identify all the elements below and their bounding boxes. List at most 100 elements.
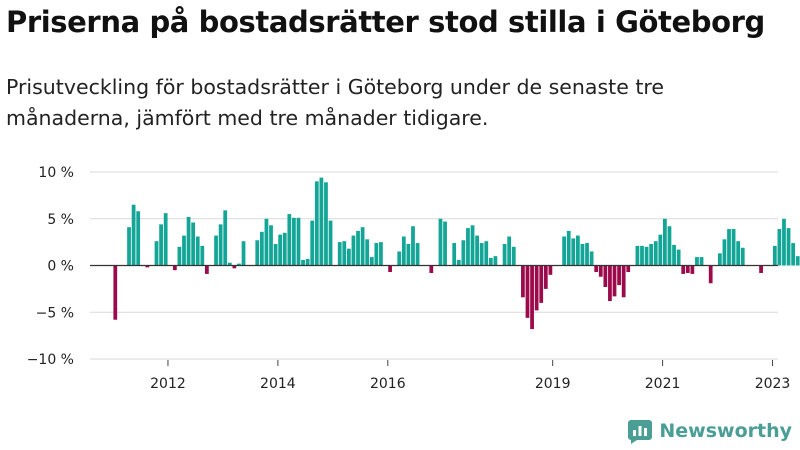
bar: [502, 244, 507, 266]
bar: [305, 258, 310, 266]
bar: [621, 265, 626, 298]
bar: [525, 265, 530, 318]
bar: [507, 236, 512, 266]
bar: [214, 235, 218, 266]
bar: [287, 214, 292, 266]
bar: [653, 241, 658, 266]
bar: [429, 265, 434, 273]
bar: [612, 265, 617, 297]
bar: [278, 234, 283, 266]
bar: [722, 239, 727, 266]
bar: [324, 182, 328, 266]
bar-layer: [113, 177, 800, 330]
bar: [401, 236, 406, 266]
bar: [777, 229, 782, 266]
bar: [342, 241, 347, 266]
chart-subtitle: Prisutveckling för bostadsrätter i Göteb…: [6, 75, 664, 130]
bar: [479, 243, 484, 266]
bar: [681, 265, 686, 274]
bar: [530, 265, 534, 330]
bar: [346, 248, 351, 266]
bar: [241, 241, 246, 266]
bar: [589, 251, 594, 266]
bar: [585, 243, 589, 266]
bar: [658, 234, 663, 266]
y-tick-label: 5 %: [47, 212, 74, 228]
bar: [649, 244, 654, 266]
x-tick-label: 2021: [645, 376, 681, 392]
bar: [461, 240, 466, 266]
bar: [699, 257, 704, 266]
bar: [356, 230, 360, 266]
bar: [186, 216, 191, 266]
bar: [663, 218, 667, 266]
bar: [635, 245, 640, 266]
bar: [360, 227, 365, 266]
bar: [575, 235, 580, 266]
x-tick-label: 2019: [535, 376, 571, 392]
bar: [328, 220, 333, 266]
bar: [259, 231, 264, 266]
bar: [452, 243, 457, 266]
y-tick-label: 0 %: [47, 259, 74, 275]
bar: [131, 204, 136, 266]
bar: [795, 256, 800, 266]
bar: [264, 218, 269, 266]
x-tick-label: 2023: [755, 376, 791, 392]
bar: [759, 265, 763, 273]
bar: [172, 265, 177, 271]
bar: [177, 246, 182, 266]
bar: [237, 263, 241, 266]
brand-logo: Newsworthy: [627, 418, 792, 444]
bar: [511, 246, 516, 266]
bar: [791, 243, 796, 266]
bar: [379, 242, 383, 266]
bar: [608, 265, 612, 302]
bar: [672, 244, 676, 266]
bar: [113, 265, 118, 320]
bar: [397, 251, 402, 266]
bar: [136, 211, 141, 266]
bar: [731, 229, 736, 266]
bar: [484, 241, 489, 266]
x-tick-label: 2016: [370, 376, 406, 392]
bar: [296, 217, 301, 266]
bar: [438, 218, 443, 266]
bar: [456, 259, 461, 266]
bar: [598, 265, 603, 277]
bar: [488, 258, 493, 266]
bar: [736, 241, 741, 266]
bar: [351, 235, 356, 266]
bar: [571, 238, 576, 266]
bar: [195, 236, 200, 266]
bar: [273, 244, 278, 266]
bar: [269, 225, 273, 266]
bar: [255, 240, 260, 266]
bar: [562, 236, 567, 266]
bar: [310, 220, 315, 266]
bar: [667, 226, 672, 266]
bar: [443, 221, 447, 266]
y-tick-label: −10 %: [27, 352, 74, 368]
bar: [594, 265, 599, 273]
bar: [466, 228, 470, 266]
bar: [470, 225, 475, 266]
bar: [388, 265, 392, 273]
x-tick-label: 2012: [150, 376, 186, 392]
axis-layer: −10 % −5 % 0 % 5 % 10 % 2012 2014 2016 2019 2021 2…: [27, 165, 791, 392]
bar: [227, 262, 232, 266]
bar: [521, 265, 525, 298]
bar: [282, 232, 287, 266]
bar: [727, 229, 731, 266]
bar: [772, 245, 777, 266]
bar: [223, 210, 228, 266]
bar: [314, 181, 319, 266]
bar: [475, 235, 479, 266]
bar: [566, 230, 571, 266]
y-tick-label: 10 %: [38, 165, 74, 181]
bar: [617, 265, 621, 286]
bar: [676, 249, 681, 266]
y-tick-label: −5 %: [36, 305, 74, 321]
bar: [191, 222, 196, 266]
bar: [534, 265, 539, 311]
